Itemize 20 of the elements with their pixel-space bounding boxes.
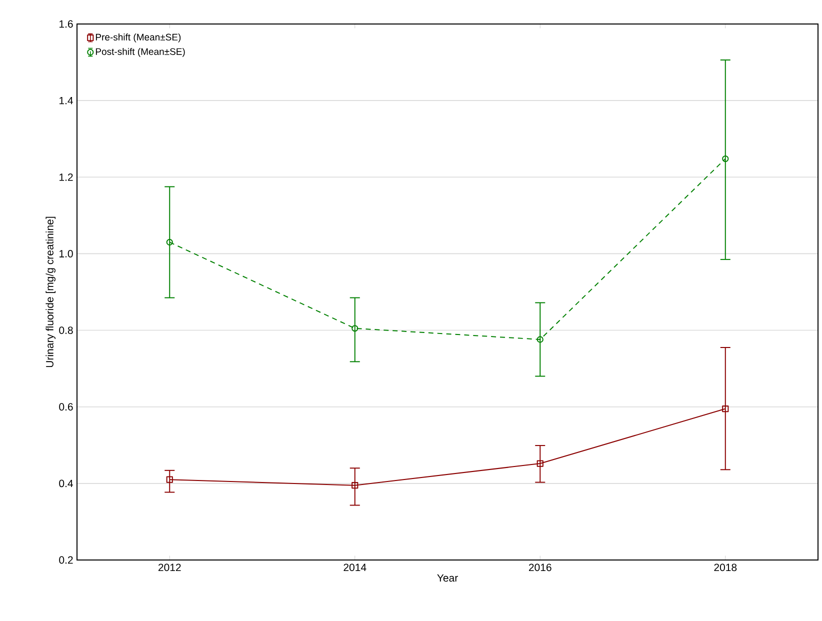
y-axis-title: Urinary fluoride [mg/g creatinine] bbox=[46, 216, 56, 368]
point bbox=[536, 460, 544, 467]
y-tick-label: 0.4 bbox=[59, 480, 73, 488]
y-tick-label: 0.2 bbox=[59, 556, 73, 564]
x-tick-label: 2012 bbox=[158, 564, 181, 572]
y-tick-label: 1.6 bbox=[60, 20, 73, 28]
point bbox=[166, 476, 173, 483]
point bbox=[722, 405, 729, 412]
x-tick-label: 2014 bbox=[344, 564, 366, 572]
legend-label: Post-shift (Mean±SE) bbox=[96, 48, 185, 57]
y-tick-label: 1.0 bbox=[60, 250, 73, 258]
x-tick-label: 2018 bbox=[714, 564, 737, 572]
y-tick-label: 1.4 bbox=[60, 96, 73, 104]
legend-label: Pre-shift (Mean±SE) bbox=[96, 34, 181, 42]
y-tick-label: 0.6 bbox=[59, 403, 73, 411]
point bbox=[352, 482, 358, 489]
x-axis-title: Year bbox=[437, 574, 458, 582]
y-tick-label: 1.2 bbox=[60, 173, 73, 181]
y-tick-label: 0.8 bbox=[59, 326, 73, 334]
x-tick-label: 2016 bbox=[528, 564, 552, 572]
